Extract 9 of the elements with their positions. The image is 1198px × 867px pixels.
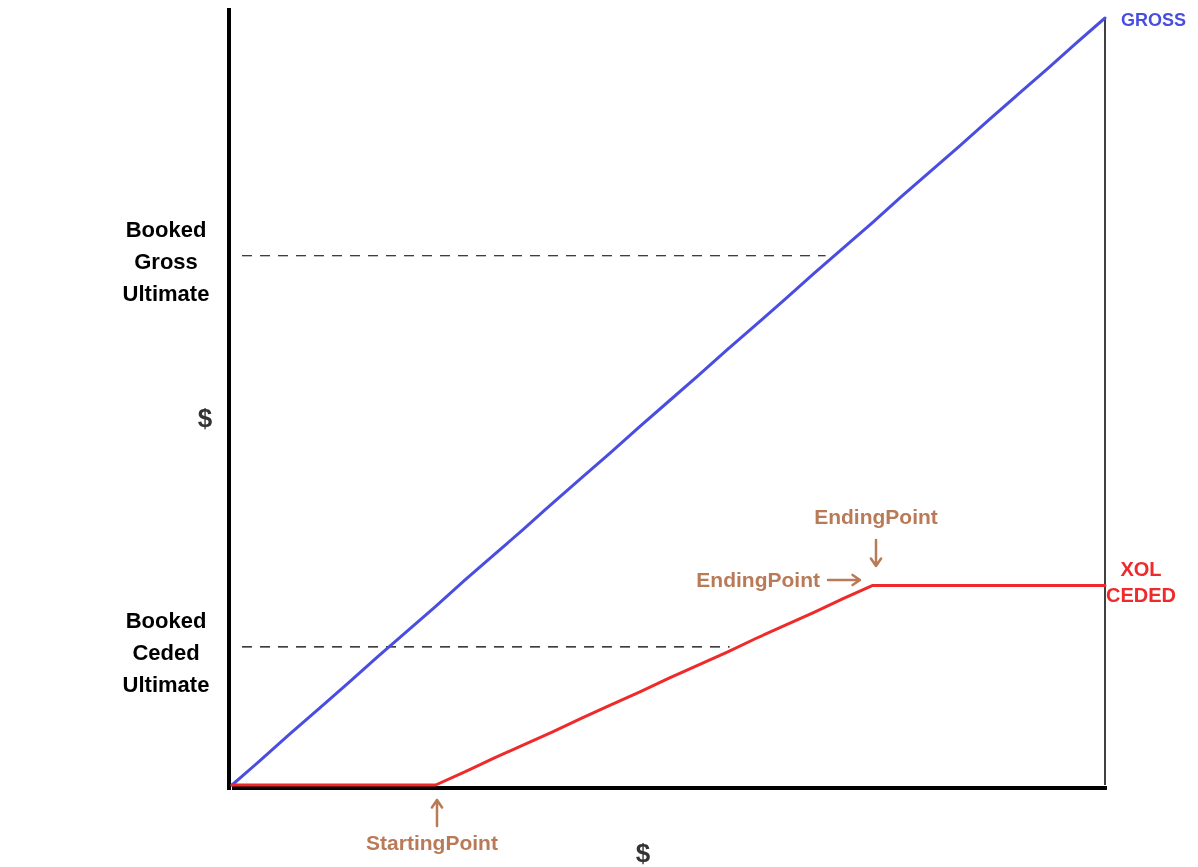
y-axis-title: $ <box>197 403 213 433</box>
annotation: EndingPoint <box>814 505 938 528</box>
series-label: XOL CEDED <box>1105 557 1177 606</box>
x-axis-title: $ <box>635 838 651 867</box>
ref-line-label: Booked Gross Ultimate <box>122 216 210 306</box>
series-label: GROSS <box>1121 10 1187 30</box>
ref-line-label: Booked Ceded Ultimate <box>122 607 210 697</box>
annotation: EndingPoint <box>696 568 820 591</box>
text: StartingPoint <box>366 831 498 854</box>
